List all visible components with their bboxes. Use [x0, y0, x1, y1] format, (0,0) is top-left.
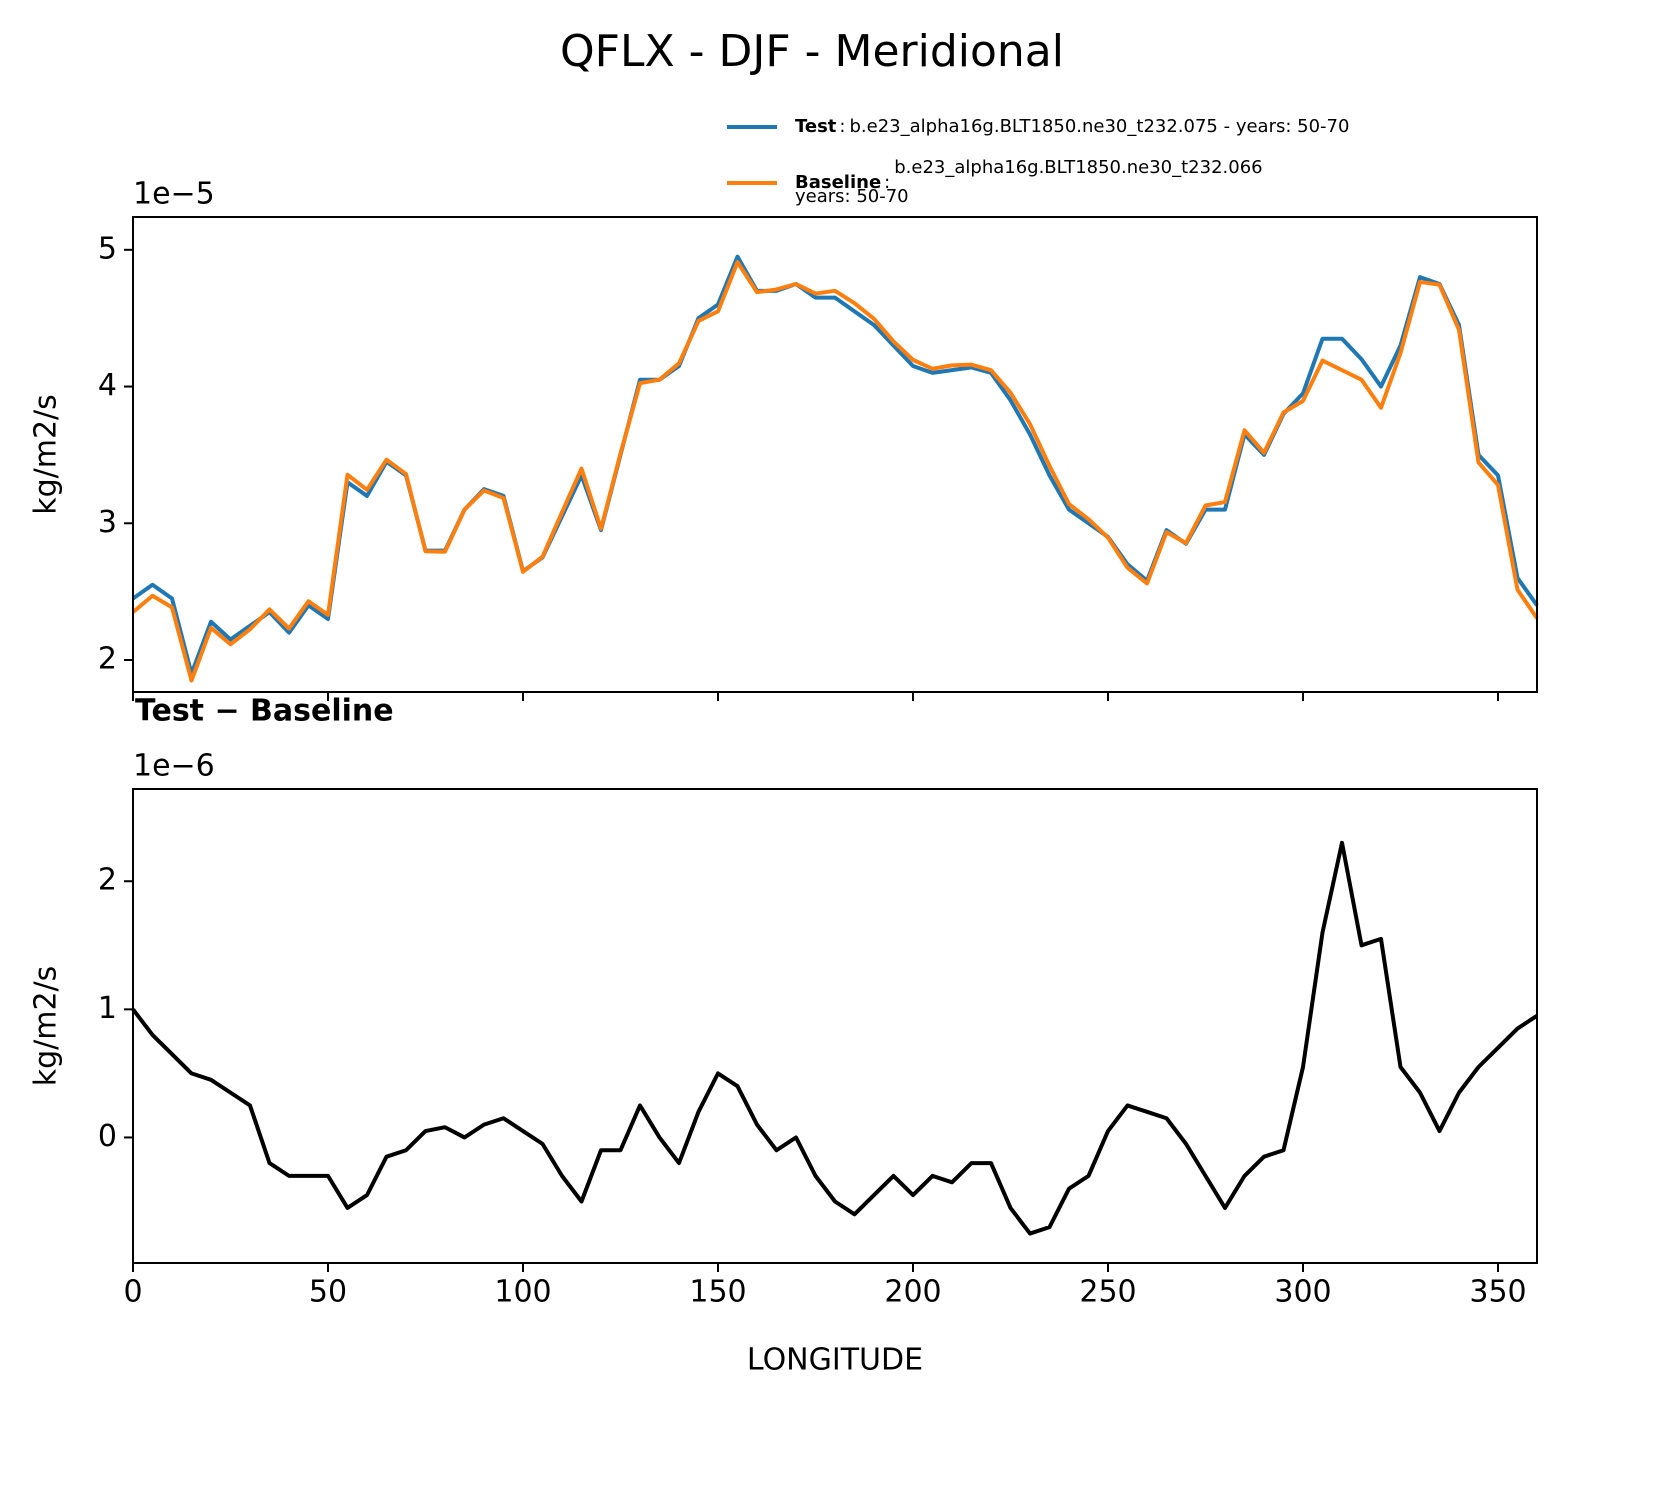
figure-title: QFLX - DJF - Meridional — [560, 26, 1064, 77]
x-axis-label: LONGITUDE — [747, 1343, 923, 1378]
y-offset-label: 1e−5 — [133, 177, 215, 212]
y-tick-label: 3 — [98, 505, 117, 540]
y-axis-label: kg/m2/s — [29, 966, 64, 1087]
axes-frame — [132, 216, 1538, 693]
y-tick-label: 2 — [98, 863, 117, 898]
legend-case: b.e23_alpha16g.BLT1850.ne30_t232.066 — [894, 157, 1262, 178]
series-line — [131, 254, 1539, 676]
x-tick-label: 200 — [884, 1275, 941, 1310]
x-tick-label: 300 — [1274, 1275, 1331, 1310]
legend-case: b.e23_alpha16g.BLT1850.ne30_t232.075 - y… — [850, 116, 1350, 137]
y-tick-label: 1 — [98, 991, 117, 1026]
y-tick-label: 4 — [98, 368, 117, 403]
legend-entry: Test: b.e23_alpha16g.BLT1850.ne30_t232.07… — [795, 116, 1349, 137]
legend-name: Baseline — [795, 172, 881, 193]
series-line — [131, 840, 1539, 1236]
x-tick-label: 100 — [494, 1275, 551, 1310]
x-tick-label: 350 — [1469, 1275, 1526, 1310]
y-tick-label: 0 — [98, 1119, 117, 1154]
y-tick-label: 2 — [98, 642, 117, 677]
series-line — [131, 260, 1539, 683]
x-tick-label: 250 — [1079, 1275, 1136, 1310]
subplot-title: Test − Baseline — [135, 694, 394, 729]
y-tick-label: 5 — [98, 231, 117, 266]
y-axis-label: kg/m2/s — [29, 394, 64, 515]
x-tick-label: 50 — [309, 1275, 347, 1310]
legend-entry: Baseline:b.e23_alpha16g.BLT1850.ne30_t23… — [795, 157, 1263, 207]
legend-name: Test — [795, 116, 837, 137]
legend-case: years: 50-70 — [795, 186, 909, 207]
axes-frame — [132, 788, 1538, 1264]
y-offset-label: 1e−6 — [133, 749, 215, 784]
x-tick-label: 0 — [123, 1275, 142, 1310]
x-tick-label: 150 — [689, 1275, 746, 1310]
